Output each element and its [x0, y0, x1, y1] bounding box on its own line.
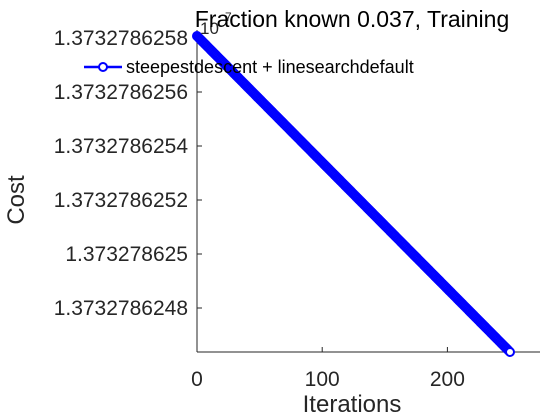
- series-group: [192, 31, 515, 357]
- y-exponent-label: 10: [200, 19, 219, 38]
- x-tick-label: 200: [430, 368, 465, 391]
- chart-title: Fraction known 0.037, Training: [195, 6, 510, 32]
- y-exponent-power: 7: [225, 10, 232, 24]
- x-axis-label: Iterations: [303, 391, 402, 418]
- x-tick-label: 0: [191, 368, 203, 391]
- x-tick-label: 100: [305, 368, 340, 391]
- y-tick-label: 1.3732786252: [54, 189, 188, 212]
- legend-swatch-marker: [98, 62, 108, 72]
- y-tick-label: 1.3732786258: [54, 27, 188, 50]
- y-tick-label: 1.373278625: [65, 243, 188, 266]
- y-axis-label: Cost: [3, 175, 30, 225]
- x-ticks: 0 100 200: [191, 347, 465, 391]
- y-ticks: 1.3732786248 1.373278625 1.3732786252 1.373…: [54, 27, 202, 320]
- y-tick-label: 1.3732786254: [54, 135, 189, 158]
- y-tick-label: 1.3732786248: [54, 297, 188, 320]
- y-tick-label: 1.3732786256: [54, 81, 188, 104]
- axes: 0 100 200 1.37327862481.3732786251.3732786…: [54, 27, 540, 391]
- legend: steepestdescent + linesearchdefault: [84, 57, 414, 77]
- legend-label: steepestdescent + linesearchdefault: [126, 57, 414, 77]
- data-point: [505, 347, 515, 357]
